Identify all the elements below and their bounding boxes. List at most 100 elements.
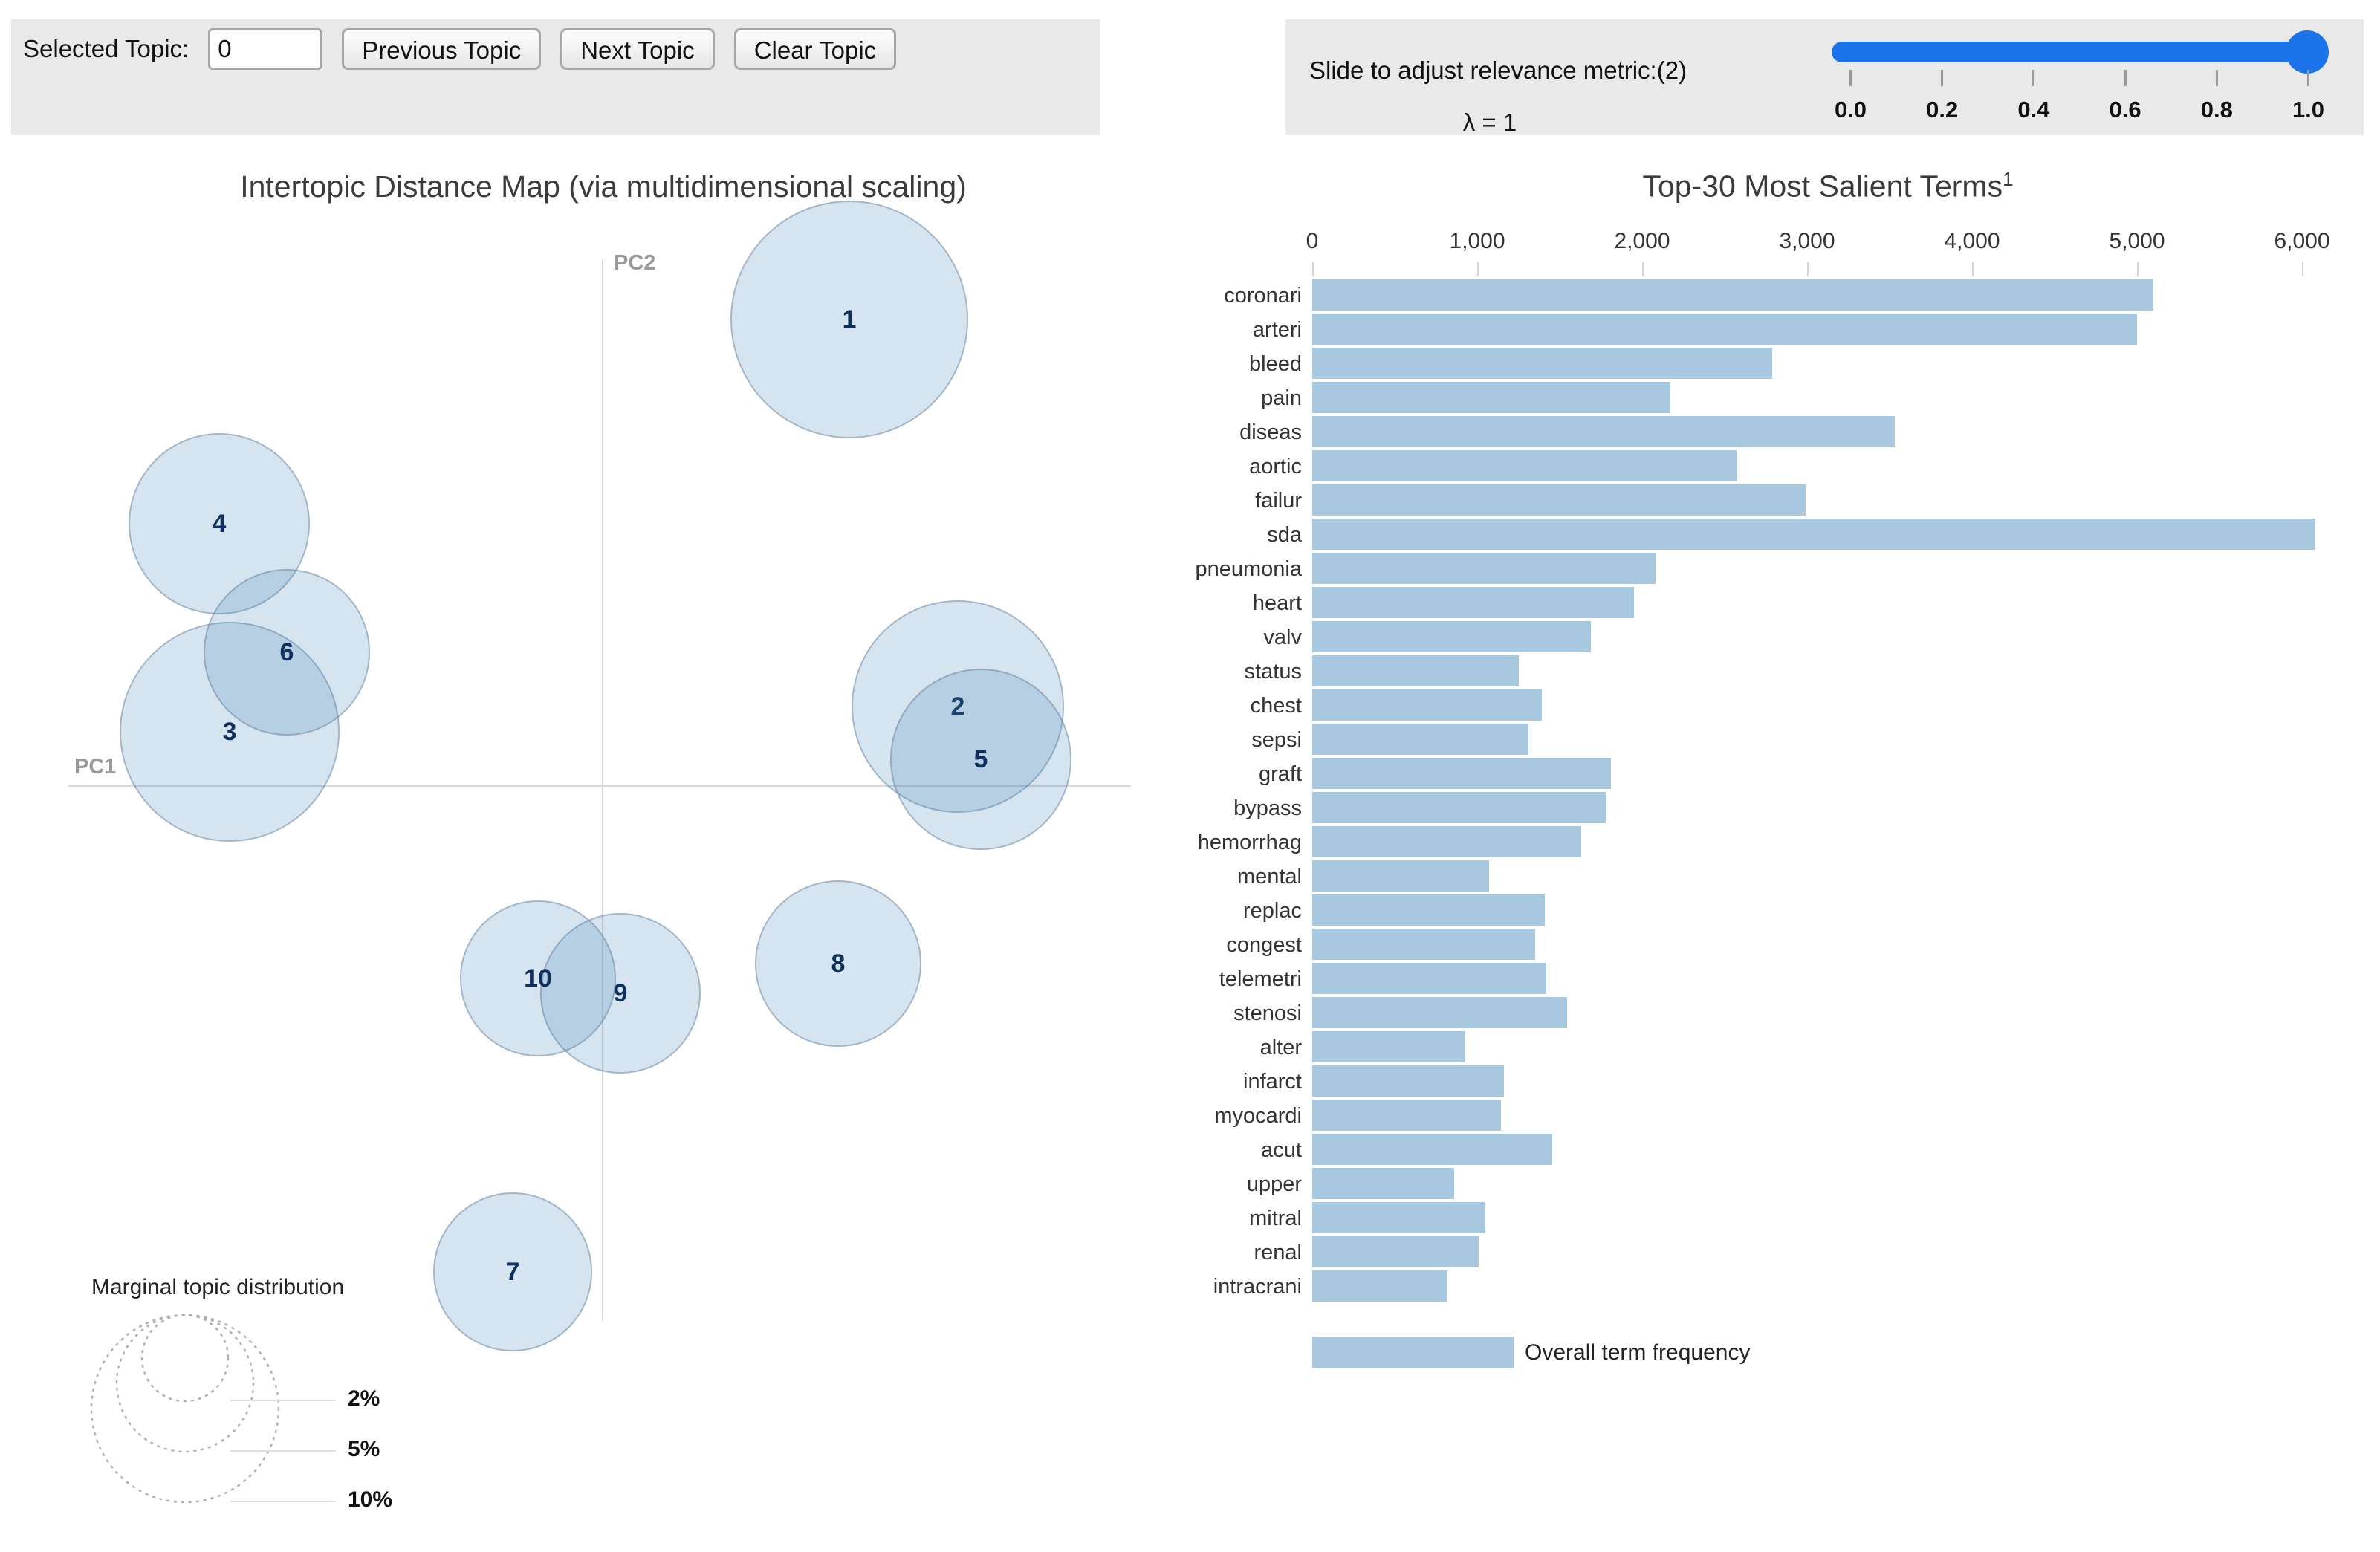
- term-label-status[interactable]: status: [1244, 660, 1302, 684]
- bars-axis-tick-mark: [1807, 262, 1809, 276]
- term-bar-sepsi[interactable]: [1312, 724, 1528, 755]
- slider-tick-mark: [1941, 70, 1944, 86]
- term-label-mitral[interactable]: mitral: [1249, 1207, 1302, 1230]
- term-label-stenosi[interactable]: stenosi: [1233, 1001, 1302, 1025]
- term-bar-coronari[interactable]: [1312, 279, 2153, 311]
- marginal-legend-percentage: 2%: [348, 1386, 380, 1411]
- bars-axis-tick-label: 1,000: [1449, 229, 1505, 253]
- term-label-hemorrhag[interactable]: hemorrhag: [1197, 831, 1302, 854]
- term-bar-pneumonia[interactable]: [1312, 553, 1656, 584]
- bars-axis-tick-label: 6,000: [2274, 229, 2330, 253]
- term-bar-graft[interactable]: [1312, 758, 1611, 789]
- term-bar-chest[interactable]: [1312, 689, 1542, 721]
- marginal-legend-line: [230, 1400, 336, 1401]
- bars-title-text: Top-30 Most Salient Terms: [1642, 169, 2003, 204]
- term-bar-bypass[interactable]: [1312, 792, 1606, 823]
- selected-topic-input[interactable]: [208, 28, 323, 70]
- marginal-legend-percentage: 5%: [348, 1437, 380, 1461]
- term-bar-myocardi[interactable]: [1312, 1100, 1501, 1131]
- term-label-pain[interactable]: pain: [1261, 386, 1302, 410]
- term-label-acut[interactable]: acut: [1261, 1138, 1302, 1162]
- term-bar-pain[interactable]: [1312, 382, 1670, 413]
- term-bar-sda[interactable]: [1312, 519, 2315, 550]
- lambda-slider-thumb[interactable]: [2286, 30, 2329, 74]
- term-bar-alter[interactable]: [1312, 1031, 1465, 1062]
- term-label-sepsi[interactable]: sepsi: [1251, 728, 1302, 752]
- term-label-bypass[interactable]: bypass: [1233, 796, 1302, 820]
- term-bar-mental[interactable]: [1312, 860, 1489, 892]
- term-bar-infarct[interactable]: [1312, 1065, 1504, 1097]
- term-label-heart[interactable]: heart: [1252, 591, 1302, 615]
- term-bar-aortic[interactable]: [1312, 450, 1737, 481]
- term-label-infarct[interactable]: infarct: [1243, 1070, 1302, 1094]
- term-label-chest[interactable]: chest: [1250, 694, 1302, 718]
- term-bar-status[interactable]: [1312, 655, 1519, 686]
- term-bar-bleed[interactable]: [1312, 348, 1772, 379]
- previous-topic-button[interactable]: Previous Topic: [342, 28, 542, 70]
- term-label-sda[interactable]: sda: [1267, 523, 1302, 547]
- term-label-diseas[interactable]: diseas: [1239, 421, 1302, 444]
- term-bar-renal[interactable]: [1312, 1236, 1479, 1267]
- clear-topic-button[interactable]: Clear Topic: [733, 28, 897, 70]
- term-frequency-legend-label: Overall term frequency: [1525, 1340, 1751, 1365]
- term-label-myocardi[interactable]: myocardi: [1214, 1104, 1302, 1128]
- topic-bubble-8[interactable]: 8: [755, 880, 921, 1047]
- term-bar-arteri[interactable]: [1312, 314, 2137, 345]
- lambda-readout: λ = 1: [1462, 108, 1517, 136]
- selected-topic-label: Selected Topic:: [23, 35, 189, 62]
- term-label-arteri[interactable]: arteri: [1252, 318, 1302, 342]
- slider-tick-mark: [2307, 70, 2309, 86]
- marginal-distribution-title: Marginal topic distribution: [91, 1275, 345, 1299]
- slider-tick-mark: [1849, 70, 1852, 86]
- term-label-intracrani[interactable]: intracrani: [1213, 1275, 1302, 1299]
- topic-bubble-10[interactable]: 10: [460, 900, 616, 1056]
- term-bar-mitral[interactable]: [1312, 1202, 1485, 1233]
- term-label-congest[interactable]: congest: [1226, 933, 1302, 957]
- marginal-legend-line: [230, 1450, 336, 1452]
- bars-axis-tick-mark: [1642, 262, 1644, 276]
- term-label-replac[interactable]: replac: [1243, 899, 1302, 923]
- bars-axis-tick-mark: [1477, 262, 1479, 276]
- term-label-telemetri[interactable]: telemetri: [1219, 967, 1302, 991]
- pc2-axis-line: [602, 259, 603, 1321]
- topic-bubble-1[interactable]: 1: [730, 201, 968, 438]
- term-label-pneumonia[interactable]: pneumonia: [1195, 557, 1303, 581]
- topic-bubble-6[interactable]: 6: [204, 569, 370, 736]
- term-bar-hemorrhag[interactable]: [1312, 826, 1581, 857]
- term-bar-upper[interactable]: [1312, 1168, 1454, 1199]
- term-bar-acut[interactable]: [1312, 1134, 1552, 1165]
- lambda-slider-track[interactable]: [1832, 42, 2318, 62]
- term-bar-diseas[interactable]: [1312, 416, 1895, 447]
- marginal-legend-line: [230, 1501, 336, 1502]
- topic-bubble-5[interactable]: 5: [890, 669, 1071, 850]
- term-bar-heart[interactable]: [1312, 587, 1634, 618]
- map-title: Intertopic Distance Map (via multidimens…: [240, 169, 967, 204]
- bars-title: Top-30 Most Salient Terms1: [1456, 168, 2199, 204]
- term-bar-telemetri[interactable]: [1312, 963, 1546, 994]
- slider-tick-label: 0.4: [2017, 97, 2050, 123]
- term-bar-replac[interactable]: [1312, 894, 1545, 926]
- term-bar-valv[interactable]: [1312, 621, 1591, 652]
- term-label-upper[interactable]: upper: [1246, 1172, 1302, 1196]
- term-label-alter[interactable]: alter: [1259, 1036, 1302, 1059]
- next-topic-button[interactable]: Next Topic: [560, 28, 715, 70]
- term-bar-congest[interactable]: [1312, 929, 1535, 960]
- term-label-valv[interactable]: valv: [1263, 626, 1302, 649]
- term-label-aortic[interactable]: aortic: [1249, 455, 1302, 478]
- marginal-legend-percentage: 10%: [348, 1487, 393, 1512]
- term-label-renal[interactable]: renal: [1254, 1241, 1303, 1264]
- term-bar-stenosi[interactable]: [1312, 997, 1567, 1028]
- term-label-mental[interactable]: mental: [1236, 865, 1302, 889]
- term-bar-intracrani[interactable]: [1312, 1270, 1447, 1302]
- term-label-coronari[interactable]: coronari: [1224, 284, 1302, 308]
- term-label-failur[interactable]: failur: [1255, 489, 1302, 513]
- term-label-graft[interactable]: graft: [1258, 762, 1302, 786]
- bars-axis-tick-mark: [1972, 262, 1974, 276]
- topic-bubble-7[interactable]: 7: [433, 1192, 592, 1351]
- pc1-axis-line: [68, 785, 1131, 787]
- term-label-bleed[interactable]: bleed: [1249, 352, 1302, 376]
- pc2-axis-label: PC2: [614, 251, 656, 275]
- topic-bubble-label: 7: [505, 1257, 520, 1286]
- slider-tick-label: 0.2: [1926, 97, 1959, 123]
- term-bar-failur[interactable]: [1312, 484, 1806, 516]
